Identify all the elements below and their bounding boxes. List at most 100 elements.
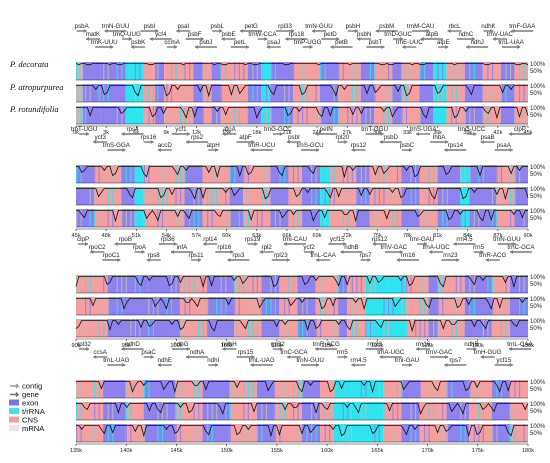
- gene-arrowhead: [264, 37, 268, 41]
- axis-tick-label: 6k: [133, 130, 139, 136]
- annotation-stripe: [315, 84, 317, 102]
- annotation-stripe: [518, 275, 521, 293]
- annotation-stripe: [252, 380, 254, 398]
- annotation-stripe: [238, 209, 240, 227]
- gene-label: rpoC2: [89, 244, 106, 251]
- track-3: 100%50%: [75, 319, 546, 338]
- annotation-stripe: [193, 165, 195, 183]
- annotation-stripe: [225, 209, 227, 227]
- annotation-stripe: [274, 84, 277, 102]
- gene-label: rpoB: [119, 236, 132, 243]
- annotation-cns: [243, 165, 271, 183]
- annotation-stripe: [460, 275, 462, 293]
- annotation-stripe: [392, 297, 394, 315]
- annotation-stripe: [166, 319, 168, 337]
- annotation-stripe: [369, 106, 371, 124]
- gene-label: trnT-UGU: [71, 126, 97, 133]
- annotation-stripe: [396, 424, 399, 442]
- annotation-stripe: [378, 402, 381, 420]
- gene-arrowhead: [186, 355, 190, 359]
- annotation-stripe: [139, 424, 141, 442]
- annotation-stripe: [189, 209, 191, 227]
- annotation-stripe: [243, 380, 245, 398]
- annotation-stripe: [428, 380, 430, 398]
- percent-label-100: 100%: [530, 209, 546, 215]
- annotation-stripe: [170, 84, 173, 102]
- legend-label: exon: [22, 399, 38, 408]
- annotation-exon: [437, 187, 461, 205]
- annotation-stripe: [94, 424, 96, 442]
- gene-label: rpl32: [271, 341, 285, 348]
- annotation-exon: [320, 84, 339, 102]
- annotation-stripe: [401, 106, 403, 124]
- annotation-cns: [496, 209, 515, 227]
- annotation-stripe: [234, 319, 236, 337]
- annotation-exon: [392, 106, 402, 124]
- annotation-stripe: [338, 319, 340, 337]
- annotation-stripe: [198, 424, 200, 442]
- annotation-trna: [433, 62, 447, 80]
- percent-label-100: 100%: [530, 319, 546, 325]
- annotation-stripe: [442, 209, 444, 227]
- annotation-stripe: [473, 106, 475, 124]
- annotation-stripe: [478, 380, 480, 398]
- annotation-exon: [270, 165, 289, 183]
- annotation-stripe: [442, 62, 444, 80]
- annotation-stripe: [509, 187, 512, 205]
- annotation-stripe: [76, 402, 78, 420]
- annotation-stripe: [356, 297, 358, 315]
- annotation-stripe: [514, 402, 516, 420]
- annotation-stripe: [234, 165, 236, 183]
- annotation-stripe: [523, 424, 525, 442]
- annotation-stripe: [274, 275, 277, 293]
- annotation-stripe: [292, 209, 295, 227]
- gene-label: psbC: [400, 142, 415, 149]
- annotation-stripe: [207, 187, 209, 205]
- annotation-stripe: [121, 319, 123, 337]
- gene-label: ndhD: [125, 341, 140, 348]
- species-label-rotundifolia: P. rotundifolia: [9, 104, 59, 114]
- annotation-exon: [82, 62, 101, 80]
- annotation-exon: [256, 380, 275, 398]
- alignment-panels: psbAmatKtrnK-UUUtrnN-GUUtrnQ-UUGpsbKpsbI…: [70, 23, 546, 454]
- annotation-stripe: [256, 424, 258, 442]
- percent-label-100: 100%: [530, 297, 546, 303]
- annotation-stripe: [505, 84, 507, 102]
- annotation-exon: [514, 209, 528, 227]
- annotation-stripe: [469, 106, 471, 124]
- annotation-stripe: [207, 297, 209, 315]
- annotation-stripe: [374, 209, 376, 227]
- annotation-stripe: [297, 209, 299, 227]
- gene-arrowhead: [121, 347, 125, 351]
- annotation-stripe: [80, 402, 82, 420]
- annotation-stripe: [225, 424, 227, 442]
- annotation-stripe: [170, 297, 173, 315]
- annotation-exon: [392, 62, 402, 80]
- annotation-stripe: [103, 62, 105, 80]
- annotation-stripe: [85, 297, 87, 315]
- gene-label: rps18: [289, 31, 305, 38]
- gene-label: atpH: [207, 142, 220, 149]
- annotation-stripe: [175, 62, 177, 80]
- annotation-stripe: [189, 319, 191, 337]
- annotation-stripe: [274, 297, 277, 315]
- annotation-stripe: [473, 62, 475, 80]
- annotation-stripe: [383, 187, 385, 205]
- annotation-stripe: [279, 187, 281, 205]
- annotation-stripe: [238, 275, 240, 293]
- annotation-stripe: [356, 319, 358, 337]
- annotation-stripe: [170, 62, 173, 80]
- annotation-stripe: [460, 187, 462, 205]
- annotation-stripe: [152, 62, 155, 80]
- annotation-stripe: [496, 187, 498, 205]
- annotation-stripe: [482, 187, 484, 205]
- annotation-stripe: [134, 106, 136, 124]
- gene-label: psbL: [211, 23, 225, 30]
- annotation-stripe: [225, 275, 227, 293]
- annotation-stripe: [202, 275, 204, 293]
- annotation-stripe: [455, 84, 457, 102]
- annotation-stripe: [451, 165, 453, 183]
- gene-label: rrn5: [473, 244, 485, 251]
- annotation-stripe: [130, 165, 132, 183]
- gene-label: rpoC1: [103, 252, 120, 259]
